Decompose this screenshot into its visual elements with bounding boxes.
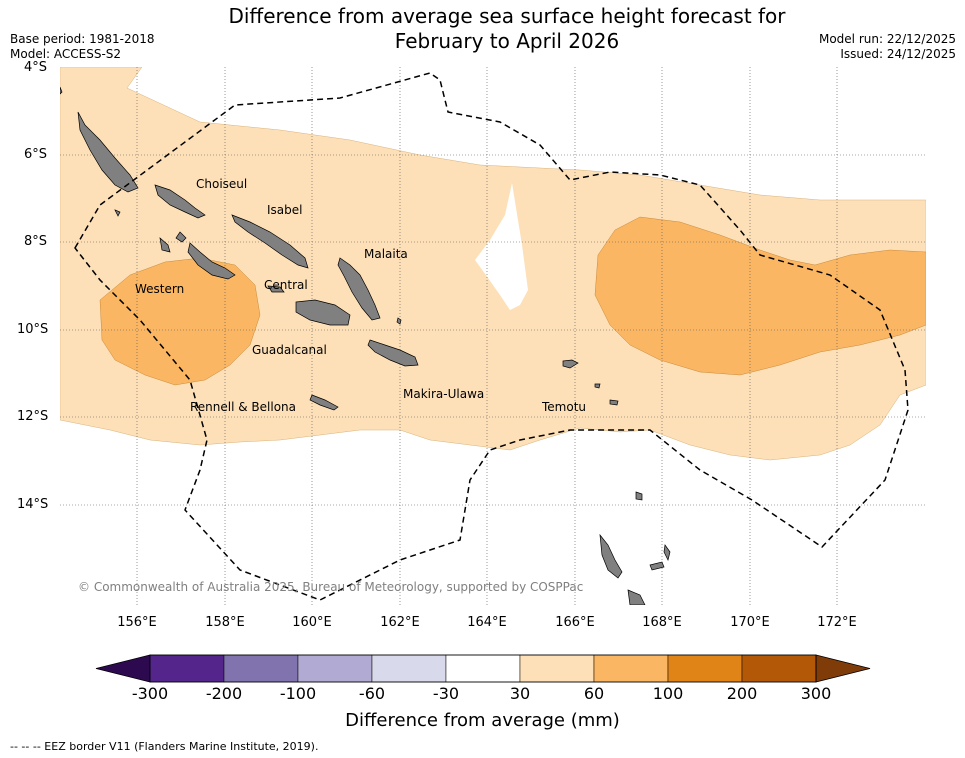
island-small-3: [396, 317, 402, 325]
lon-label-162e: 162°E: [380, 615, 420, 630]
island-vanuatu-5: [635, 491, 643, 501]
island-small-1: [114, 209, 121, 217]
island-vanuatu-4: [663, 544, 671, 562]
island-temotu-2: [594, 383, 601, 389]
colorbar-bin: [741, 654, 817, 683]
title-line-1: Difference from average sea surface heig…: [228, 4, 786, 28]
colorbar-tick: 200: [726, 684, 758, 703]
lat-label-8s: 8°S: [24, 234, 48, 249]
lon-label-158e: 158°E: [205, 615, 245, 630]
lon-label-168e: 168°E: [642, 615, 682, 630]
island-vanuatu-3: [649, 561, 665, 571]
island-malaita: [337, 257, 381, 321]
colorbar-tick: -60: [358, 684, 386, 703]
lat-label-6s: 6°S: [24, 147, 48, 162]
model-name: Model: ACCESS-S2: [10, 47, 122, 61]
island-guadalcanal: [295, 299, 351, 326]
colorbar-tick: 60: [583, 684, 605, 703]
colorbar: [95, 654, 871, 683]
colorbar-tick: 300: [800, 684, 832, 703]
island-vanuatu-2: [627, 589, 646, 605]
lat-label-12s: 12°S: [17, 409, 49, 424]
colorbar-tick: -30: [432, 684, 460, 703]
colorbar-frame: [149, 654, 817, 683]
copyright-notice: © Commonwealth of Australia 2025, Bureau…: [78, 580, 584, 594]
eez-legend-note: -- -- -- EEZ border V11 (Flanders Marine…: [10, 740, 319, 753]
model-run: Model run: 22/12/2025: [818, 32, 956, 46]
island-western-1: [77, 111, 139, 193]
place-label-makira-ulawa: Makira-Ulawa: [403, 387, 485, 401]
colorbar-extend-high: [815, 654, 871, 683]
island-isabel: [231, 214, 309, 269]
lon-label-166e: 166°E: [555, 615, 595, 630]
colorbar-bin: [593, 654, 669, 683]
place-label-temotu: Temotu: [542, 400, 587, 414]
meta-right: Model run: 22/12/2025 Issued: 24/12/2025: [819, 32, 956, 62]
island-choiseul: [154, 184, 206, 219]
place-label-guadalcanal: Guadalcanal: [252, 343, 327, 357]
colorbar-bin: [445, 654, 521, 683]
lat-label-4s: 4°S: [24, 60, 48, 75]
colorbar-bin: [149, 654, 225, 683]
island-vanuatu-1: [599, 533, 623, 579]
lon-label-164e: 164°E: [467, 615, 507, 630]
place-label-malaita: Malaita: [364, 247, 408, 261]
colorbar-extend-low: [95, 654, 151, 683]
island-western-3: [159, 237, 171, 253]
island-central: [267, 285, 285, 293]
colorbar-bin: [223, 654, 299, 683]
colorbar-tick: 100: [652, 684, 684, 703]
anomaly-gap: [475, 183, 528, 310]
colorbar-bin: [297, 654, 373, 683]
colorbar-title: Difference from average (mm): [345, 710, 620, 731]
lon-label-172e: 172°E: [817, 615, 857, 630]
colorbar-bin: [667, 654, 743, 683]
lon-label-160e: 160°E: [292, 615, 332, 630]
island-makira: [367, 339, 419, 367]
island-small-2: [60, 86, 63, 95]
chart-title: Difference from average sea surface heig…: [0, 4, 965, 54]
place-label-western: Western: [135, 282, 185, 296]
anomaly-region-60-100-east: [594, 216, 926, 376]
eez-border: [74, 72, 909, 601]
place-label-choiseul: Choiseul: [196, 177, 248, 191]
colorbar-tick: -200: [205, 684, 243, 703]
anomaly-region-60-100-west: [99, 257, 261, 386]
colorbar-bin: [371, 654, 447, 683]
island-western-2: [187, 242, 236, 280]
island-temotu-3: [609, 399, 619, 406]
place-label-rennell-bellona: Rennell & Bellona: [190, 400, 297, 414]
place-label-isabel: Isabel: [267, 203, 303, 217]
island-temotu-1: [562, 359, 579, 369]
meta-left: Base period: 1981-2018 Model: ACCESS-S2: [10, 32, 155, 62]
base-period: Base period: 1981-2018: [10, 32, 155, 46]
island-western-4: [175, 231, 187, 243]
colorbar-tick: 30: [509, 684, 531, 703]
lon-label-156e: 156°E: [117, 615, 157, 630]
island-rennell: [309, 394, 339, 411]
title-line-2: February to April 2026: [394, 29, 620, 53]
place-label-central: Central: [264, 278, 308, 292]
colorbar-tick: -300: [131, 684, 169, 703]
lon-label-170e: 170°E: [730, 615, 770, 630]
colorbar-bin: [519, 654, 595, 683]
colorbar-tick: -100: [279, 684, 317, 703]
graticule: [60, 67, 926, 605]
land-masses: [60, 86, 671, 605]
issued-date: Issued: 24/12/2025: [840, 47, 956, 61]
lat-label-14s: 14°S: [17, 497, 49, 512]
lat-label-10s: 10°S: [17, 322, 49, 337]
